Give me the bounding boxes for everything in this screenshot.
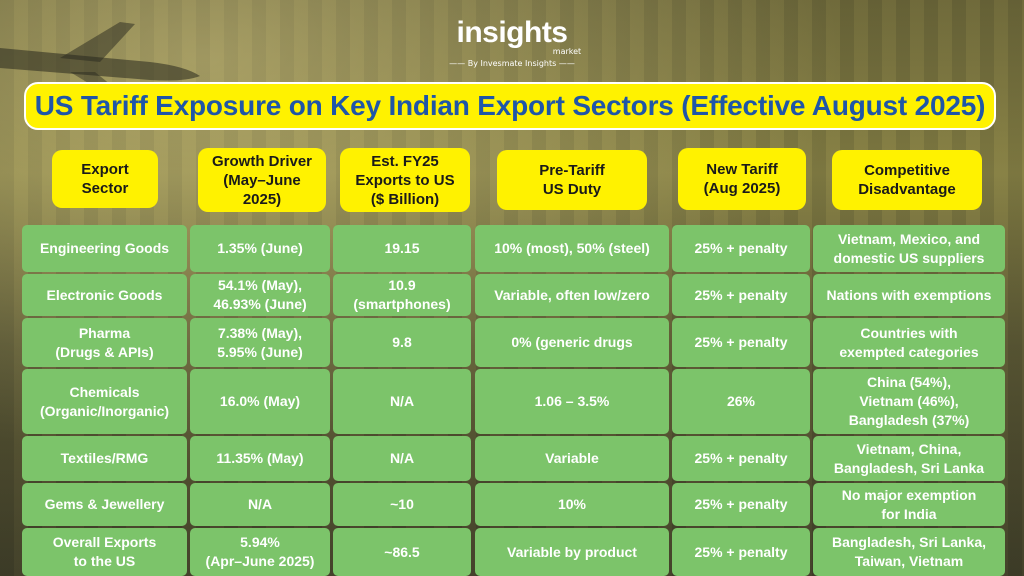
column-header: Competitive Disadvantage xyxy=(832,150,982,210)
table-cell: Variable, often low/zero xyxy=(475,274,669,316)
table-cell: China (54%), Vietnam (46%), Bangladesh (37… xyxy=(813,369,1005,434)
table-cell: ~10 xyxy=(333,483,471,526)
table-cell: 25% + penalty xyxy=(672,528,810,576)
table-cell: 25% + penalty xyxy=(672,274,810,316)
table-cell: 25% + penalty xyxy=(672,225,810,272)
table-cell: 19.15 xyxy=(333,225,471,272)
column-header: Pre-Tariff US Duty xyxy=(497,150,647,210)
brand-logo: insights market —— By Invesmate Insights… xyxy=(0,16,1024,69)
table-cell: 26% xyxy=(672,369,810,434)
table-cell: Nations with exemptions xyxy=(813,274,1005,316)
table-cell: Overall Exports to the US xyxy=(22,528,187,576)
table-cell: 1.35% (June) xyxy=(190,225,330,272)
table-cell: Textiles/RMG xyxy=(22,436,187,481)
table-cell: 11.35% (May) xyxy=(190,436,330,481)
column-header: Growth Driver (May–June 2025) xyxy=(198,148,326,212)
table-cell: Vietnam, China, Bangladesh, Sri Lanka xyxy=(813,436,1005,481)
brand-tagline: —— By Invesmate Insights —— xyxy=(449,59,575,68)
table-cell: N/A xyxy=(190,483,330,526)
table-cell: 54.1% (May), 46.93% (June) xyxy=(190,274,330,316)
table-cell: Gems & Jewellery xyxy=(22,483,187,526)
brand-name: insights xyxy=(456,16,568,49)
table-cell: 16.0% (May) xyxy=(190,369,330,434)
table-cell: 5.94% (Apr–June 2025) xyxy=(190,528,330,576)
column-header: Export Sector xyxy=(52,150,158,208)
table-cell: Pharma (Drugs & APIs) xyxy=(22,318,187,367)
table-cell: Chemicals (Organic/Inorganic) xyxy=(22,369,187,434)
column-header: New Tariff (Aug 2025) xyxy=(678,148,806,210)
table-cell: No major exemption for India xyxy=(813,483,1005,526)
table-cell: 7.38% (May), 5.95% (June) xyxy=(190,318,330,367)
table-cell: ~86.5 xyxy=(333,528,471,576)
table-cell: 10% xyxy=(475,483,669,526)
table-cell: 25% + penalty xyxy=(672,483,810,526)
table-cell: N/A xyxy=(333,369,471,434)
table-cell: 25% + penalty xyxy=(672,436,810,481)
table-cell: Bangladesh, Sri Lanka, Taiwan, Vietnam xyxy=(813,528,1005,576)
table-cell: Electronic Goods xyxy=(22,274,187,316)
table-cell: 0% (generic drugs xyxy=(475,318,669,367)
table-cell: 10% (most), 50% (steel) xyxy=(475,225,669,272)
table-cell: Countries with exempted categories xyxy=(813,318,1005,367)
table-cell: Engineering Goods xyxy=(22,225,187,272)
data-table: Engineering Goods 1.35% (June) 19.15 10% (m… xyxy=(20,225,1005,576)
table-cell: 9.8 xyxy=(333,318,471,367)
table-cell: 10.9 (smartphones) xyxy=(333,274,471,316)
title-banner: US Tariff Exposure on Key Indian Export … xyxy=(24,82,996,130)
table-cell: Variable xyxy=(475,436,669,481)
column-header: Est. FY25 Exports to US ($ Billion) xyxy=(340,148,470,212)
brand-sub: market xyxy=(552,47,582,56)
table-cell: Variable by product xyxy=(475,528,669,576)
table-cell: N/A xyxy=(333,436,471,481)
table-cell: Vietnam, Mexico, and domestic US supplier… xyxy=(813,225,1005,272)
page-title: US Tariff Exposure on Key Indian Export … xyxy=(34,90,986,121)
table-cell: 1.06 – 3.5% xyxy=(475,369,669,434)
table-cell: 25% + penalty xyxy=(672,318,810,367)
